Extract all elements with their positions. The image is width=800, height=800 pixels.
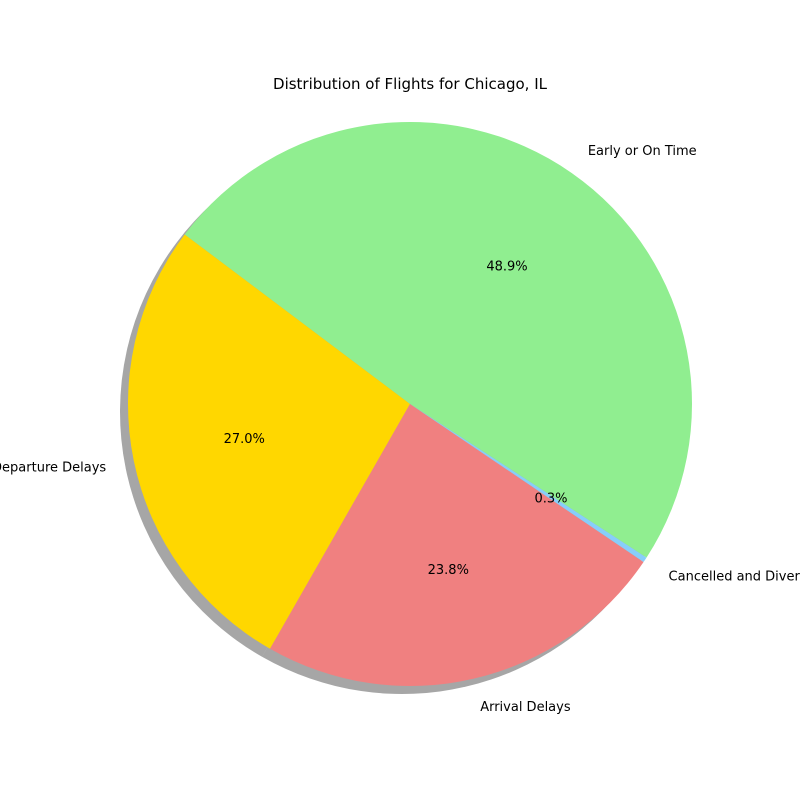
slice-label-early-or-on-time: Early or On Time	[588, 144, 697, 159]
pie-labels: Early or On Time 48.9% Departure Delays 27.…	[0, 144, 800, 715]
slice-departure-delays	[128, 234, 411, 649]
pct-label-early-or-on-time: 48.9%	[486, 259, 527, 274]
pct-label-arrival-delays: 23.8%	[428, 563, 469, 578]
slice-label-cancelled-and-diverted: Cancelled and Diverted	[669, 569, 800, 584]
pie-slices	[128, 121, 693, 686]
slice-arrival-delays	[270, 404, 644, 686]
pct-label-cancelled-and-diverted: 0.3%	[535, 491, 568, 506]
slice-early-or-on-time	[184, 121, 693, 558]
pct-label-departure-delays: 27.0%	[224, 432, 265, 447]
slice-label-arrival-delays: Arrival Delays	[480, 700, 571, 715]
slice-cancelled-and-diverted	[410, 404, 647, 563]
chart-title: Distribution of Flights for Chicago, IL	[273, 75, 548, 93]
slice-label-departure-delays: Departure Delays	[0, 461, 106, 476]
